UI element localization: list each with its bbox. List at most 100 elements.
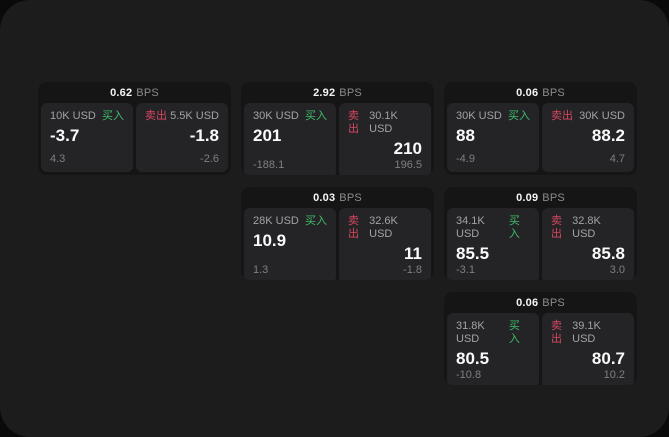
sell-delta: -1.8: [403, 264, 422, 276]
buy-notional: 31.8K USD: [456, 320, 485, 345]
buy-panel-top: 10K USD 买入: [50, 110, 124, 123]
sell-side-label: 卖出: [551, 110, 573, 122]
buy-side-label: 买入: [102, 110, 124, 122]
buy-quote-panel[interactable]: 28K USD 买入 10.9 1.3: [244, 208, 336, 280]
sell-delta: 3.0: [609, 264, 625, 276]
buy-quote-panel[interactable]: 31.8K USD 买入 80.5 -10.8: [447, 313, 539, 385]
sell-quote-panel[interactable]: 卖出 30K USD 88.2 4.7: [542, 103, 634, 172]
quote-panels: 10K USD 买入 -3.7 4.3 卖出 5.5K USD -1.8 -2.…: [38, 103, 231, 175]
buy-panel-top: 30K USD 买入: [253, 110, 327, 123]
sell-side-label: 卖出: [145, 110, 167, 122]
quote-card: 0.09 BPS 34.1K USD 买入 85.5 -3.1 卖出 32.8K…: [444, 187, 637, 280]
quote-panels: 28K USD 买入 10.9 1.3 卖出 32.6K USD 11 -1.8: [241, 208, 434, 280]
quote-panels: 30K USD 买入 88 -4.9 卖出 30K USD 88.2 4.7: [444, 103, 637, 175]
buy-notional: 28K USD: [253, 215, 299, 227]
buy-notional: 30K USD: [456, 110, 502, 122]
spread-header: 2.92 BPS: [241, 82, 434, 103]
spread-value: 0.06: [516, 296, 539, 309]
buy-panel-top: 28K USD 买入: [253, 215, 327, 228]
sell-side-label: 卖出: [551, 320, 562, 345]
quote-card: 0.62 BPS 10K USD 买入 -3.7 4.3 卖出 5.5K USD: [38, 82, 231, 175]
buy-price: 201: [253, 126, 282, 145]
buy-price: -3.7: [50, 126, 80, 145]
spread-header: 0.03 BPS: [241, 187, 434, 208]
quote-panels: 30K USD 买入 201 -188.1 卖出 30.1K USD 210 1…: [241, 103, 434, 175]
buy-price: 88: [456, 126, 475, 145]
spread-value: 0.09: [516, 191, 539, 204]
quote-card: 2.92 BPS 30K USD 买入 201 -188.1 卖出 30.1K …: [241, 82, 434, 175]
sell-panel-top: 卖出 5.5K USD: [145, 110, 219, 123]
sell-delta: 10.2: [603, 369, 625, 381]
buy-delta: 4.3: [50, 153, 66, 165]
sell-panel-top: 卖出 39.1K USD: [551, 320, 625, 346]
sell-price: -1.8: [189, 126, 219, 145]
sell-quote-panel[interactable]: 卖出 5.5K USD -1.8 -2.6: [136, 103, 228, 172]
buy-price: 85.5: [456, 244, 490, 263]
sell-quote-panel[interactable]: 卖出 32.6K USD 11 -1.8: [339, 208, 431, 280]
buy-delta: -3.1: [456, 264, 475, 276]
spread-header: 0.09 BPS: [444, 187, 637, 208]
quote-card: 0.06 BPS 31.8K USD 买入 80.5 -10.8 卖出 39.1…: [444, 292, 637, 385]
buy-price: 80.5: [456, 349, 490, 368]
quote-panels: 31.8K USD 买入 80.5 -10.8 卖出 39.1K USD 80.…: [444, 313, 637, 385]
buy-quote-panel[interactable]: 34.1K USD 买入 85.5 -3.1: [447, 208, 539, 280]
buy-panel-top: 31.8K USD 买入: [456, 320, 530, 346]
buy-delta: -188.1: [253, 159, 285, 171]
buy-panel-top: 34.1K USD 买入: [456, 215, 530, 241]
buy-delta: -10.8: [456, 369, 482, 381]
buy-delta: 1.3: [253, 264, 269, 276]
buy-quote-panel[interactable]: 10K USD 买入 -3.7 4.3: [41, 103, 133, 172]
buy-price: 10.9: [253, 231, 287, 250]
sell-panel-top: 卖出 32.8K USD: [551, 215, 625, 241]
buy-quote-panel[interactable]: 30K USD 买入 88 -4.9: [447, 103, 539, 172]
quote-card-grid: 0.62 BPS 10K USD 买入 -3.7 4.3 卖出 5.5K USD: [38, 82, 637, 385]
spread-unit: BPS: [136, 86, 159, 99]
sell-side-label: 卖出: [551, 215, 562, 240]
sell-price: 210: [393, 139, 422, 158]
sell-delta: 196.5: [394, 159, 422, 171]
sell-notional: 39.1K USD: [572, 320, 601, 345]
sell-price: 88.2: [591, 126, 625, 145]
spread-value: 0.62: [110, 86, 133, 99]
spread-header: 0.06 BPS: [444, 292, 637, 313]
buy-side-label: 买入: [508, 215, 520, 240]
sell-quote-panel[interactable]: 卖出 39.1K USD 80.7 10.2: [542, 313, 634, 385]
sell-notional: 30K USD: [579, 110, 625, 122]
spread-value: 0.03: [313, 191, 336, 204]
sell-quote-panel[interactable]: 卖出 30.1K USD 210 196.5: [339, 103, 431, 175]
sell-notional: 30.1K USD: [369, 110, 398, 135]
sell-quote-panel[interactable]: 卖出 32.8K USD 85.8 3.0: [542, 208, 634, 280]
sell-panel-top: 卖出 30K USD: [551, 110, 625, 123]
buy-quote-panel[interactable]: 30K USD 买入 201 -188.1: [244, 103, 336, 175]
buy-side-label: 买入: [508, 320, 520, 345]
sell-notional: 32.6K USD: [369, 215, 398, 240]
spread-value: 0.06: [516, 86, 539, 99]
spread-unit: BPS: [542, 191, 565, 204]
sell-side-label: 卖出: [348, 215, 359, 240]
buy-side-label: 买入: [508, 110, 530, 122]
quote-card: 0.06 BPS 30K USD 买入 88 -4.9 卖出 30K USD: [444, 82, 637, 175]
sell-price: 80.7: [591, 349, 625, 368]
spread-header: 0.62 BPS: [38, 82, 231, 103]
buy-side-label: 买入: [305, 215, 327, 227]
buy-notional: 10K USD: [50, 110, 96, 122]
sell-panel-top: 卖出 32.6K USD: [348, 215, 422, 241]
sell-side-label: 卖出: [348, 110, 359, 135]
quote-panels: 34.1K USD 买入 85.5 -3.1 卖出 32.8K USD 85.8…: [444, 208, 637, 280]
quote-card: 0.03 BPS 28K USD 买入 10.9 1.3 卖出 32.6K US…: [241, 187, 434, 280]
spread-value: 2.92: [313, 86, 336, 99]
sell-delta: 4.7: [609, 153, 625, 165]
sell-notional: 32.8K USD: [572, 215, 601, 240]
buy-delta: -4.9: [456, 153, 475, 165]
buy-panel-top: 30K USD 买入: [456, 110, 530, 123]
spread-unit: BPS: [542, 296, 565, 309]
buy-notional: 34.1K USD: [456, 215, 485, 240]
spread-unit: BPS: [542, 86, 565, 99]
sell-price: 11: [404, 244, 422, 263]
buy-side-label: 买入: [305, 110, 327, 122]
buy-notional: 30K USD: [253, 110, 299, 122]
sell-delta: -2.6: [200, 153, 219, 165]
sell-panel-top: 卖出 30.1K USD: [348, 110, 422, 136]
sell-price: 85.8: [591, 244, 625, 263]
